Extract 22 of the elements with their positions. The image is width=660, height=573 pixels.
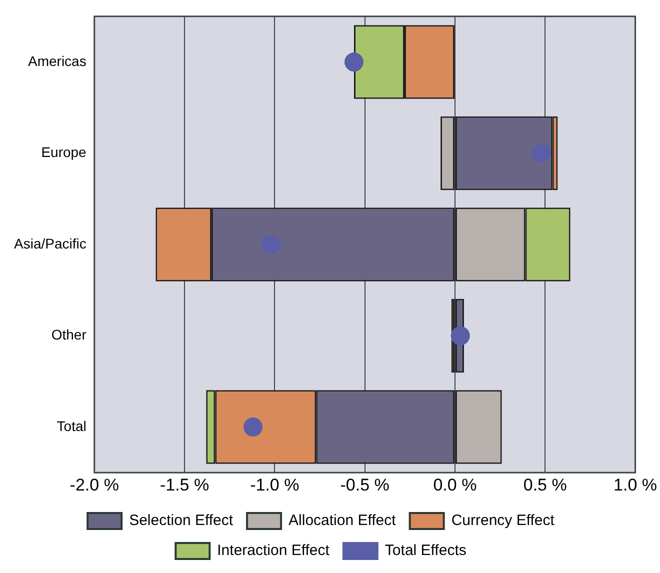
x-tick-label: -0.5 % — [340, 475, 390, 494]
legend-label: Interaction Effect — [217, 542, 330, 560]
x-tick-label: -1.5 % — [160, 475, 210, 494]
y-tick-label: Americas — [28, 52, 86, 69]
point — [450, 326, 470, 346]
legend-label: Selection Effect — [129, 512, 234, 530]
x-tick-label: 0.0 % — [433, 475, 477, 494]
legend-label: Currency Effect — [451, 512, 556, 530]
point — [344, 52, 364, 72]
x-tick-label: 0.5 % — [523, 475, 567, 494]
y-tick-label: Total — [56, 418, 86, 434]
point — [262, 235, 281, 254]
y-tick-label: Europe — [41, 144, 87, 160]
legend-label: Allocation Effect — [288, 512, 397, 530]
point — [532, 144, 552, 163]
point — [244, 417, 263, 436]
legend-label: Total Effects — [384, 542, 466, 560]
y-tick-label: Asia/Pacific — [14, 235, 86, 252]
x-tick-label: 1.0 % — [614, 475, 658, 494]
x-tick-label: -2.0 % — [70, 475, 119, 494]
y-tick-label: Other — [51, 326, 87, 343]
x-tick-label: -1.0 % — [250, 475, 300, 494]
